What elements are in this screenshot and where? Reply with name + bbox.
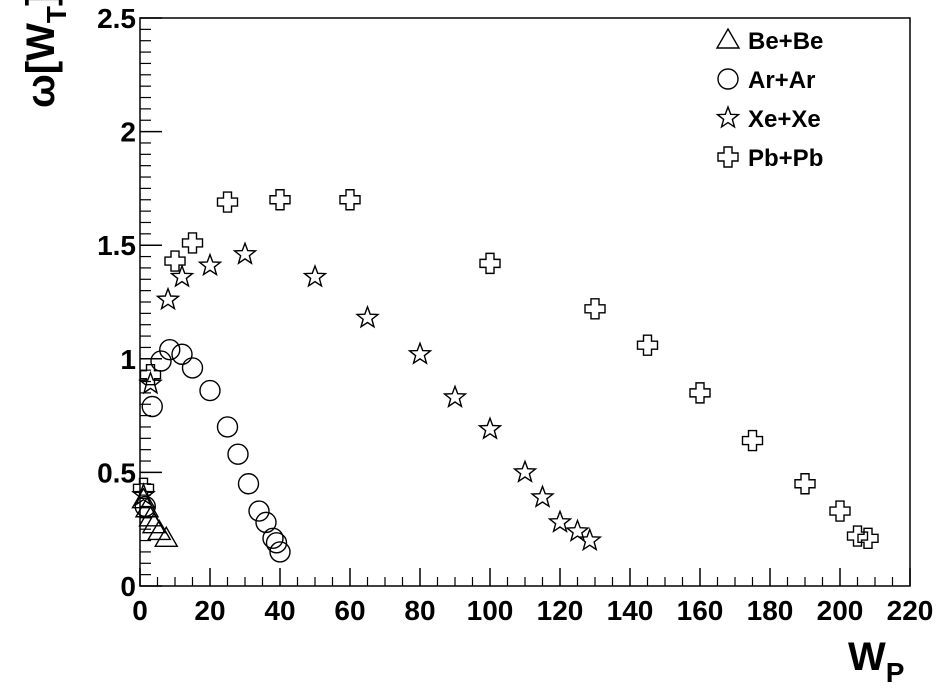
data-point <box>154 525 179 547</box>
data-point <box>171 343 193 365</box>
legend-label: Pb+Pb <box>748 145 823 172</box>
data-point <box>794 473 816 495</box>
data-point <box>134 495 156 518</box>
data-point <box>339 189 361 211</box>
legend-item: Ar+Ar <box>717 67 815 94</box>
data-point <box>141 395 163 418</box>
legend-item: Be+Be <box>715 27 823 55</box>
data-point <box>442 384 468 408</box>
data-point <box>141 512 167 534</box>
plot-frame <box>139 17 911 587</box>
legend-item: Pb+Pb <box>717 145 823 172</box>
data-point <box>584 298 606 320</box>
data-point <box>255 511 277 534</box>
series-ar-ar <box>134 339 291 563</box>
data-point <box>477 416 503 440</box>
data-point <box>164 250 186 272</box>
x-tick-label: 0 <box>132 595 148 626</box>
data-point <box>139 364 162 386</box>
x-axis-title-main: W <box>848 635 886 679</box>
x-tick-label: 80 <box>404 595 435 626</box>
data-point <box>197 252 223 277</box>
data-point <box>512 459 538 483</box>
data-point <box>565 518 590 542</box>
data-points <box>131 189 879 563</box>
data-point <box>269 541 291 563</box>
data-point <box>530 484 555 508</box>
data-point <box>248 500 270 522</box>
data-point <box>846 525 869 547</box>
x-tick-label: 160 <box>677 595 724 626</box>
legend-marker-star-icon <box>715 104 741 129</box>
x-tick-label: 220 <box>887 595 934 626</box>
data-point <box>577 527 603 552</box>
y-tick-label: 0 <box>120 571 136 602</box>
data-point <box>216 416 239 438</box>
legend-label: Be+Be <box>748 28 823 55</box>
x-axis-title-sub: P <box>886 657 905 688</box>
y-tick-label: 2 <box>120 117 136 148</box>
data-point <box>355 304 380 329</box>
data-point <box>232 241 258 265</box>
series-pb-pb <box>132 189 879 549</box>
legend: Be+Be Ar+Ar Xe+Xe Pb+Pb <box>715 27 823 172</box>
y-axis-title-suffix: ] <box>19 0 63 6</box>
x-tick-label: 60 <box>334 595 365 626</box>
data-point <box>159 339 181 361</box>
data-point <box>181 232 204 254</box>
data-point <box>265 532 288 554</box>
y-tick-label: 1.5 <box>97 230 136 261</box>
y-tick-label: 0.5 <box>97 457 136 488</box>
data-point <box>181 357 204 379</box>
data-point <box>269 189 291 211</box>
legend-marker-triangle-icon <box>715 27 741 49</box>
y-axis-title-prefix: ω[W <box>19 23 63 108</box>
legend-label: Ar+Ar <box>748 67 815 94</box>
x-tick-label: 200 <box>817 595 864 626</box>
x-axis-title: WP <box>848 635 904 688</box>
data-point <box>138 370 163 395</box>
x-tick-label: 180 <box>747 595 794 626</box>
data-point <box>689 382 711 404</box>
series-xe-xe <box>131 241 603 552</box>
data-point <box>407 341 433 365</box>
data-point <box>155 286 181 311</box>
data-point <box>199 379 221 402</box>
legend-item: Xe+Xe <box>715 104 821 133</box>
x-tick-label: 100 <box>467 595 514 626</box>
x-tick-label: 40 <box>264 595 295 626</box>
data-point <box>262 527 284 549</box>
data-point <box>227 443 249 465</box>
y-axis-title-sub: T <box>41 6 72 23</box>
y-tick-label: 1 <box>120 344 136 375</box>
data-point <box>829 500 851 522</box>
data-point <box>547 509 573 533</box>
y-tick-label: 2.5 <box>97 3 136 34</box>
data-point <box>741 429 764 452</box>
x-tick-label: 20 <box>194 595 225 626</box>
x-tick-label: 120 <box>537 595 584 626</box>
data-point <box>237 473 260 495</box>
axis-ticks <box>139 17 911 587</box>
data-point <box>216 191 239 213</box>
legend-marker-cross-icon <box>717 146 739 168</box>
data-point <box>479 252 501 275</box>
plot-border <box>139 17 911 587</box>
y-axis-title: ω[WT] <box>19 0 72 108</box>
y-tick-labels: 0 0.5 1 1.5 2 2.5 <box>97 3 136 602</box>
data-point <box>169 263 195 288</box>
x-tick-label: 140 <box>607 595 654 626</box>
data-point <box>857 527 879 549</box>
data-point <box>132 477 155 499</box>
legend-marker-circle-icon <box>717 68 739 90</box>
data-point <box>302 263 328 288</box>
data-point <box>636 334 659 356</box>
legend-label: Xe+Xe <box>748 106 821 133</box>
x-tick-labels: 0 20 40 60 80 100 120 140 160 180 200 220 <box>132 595 933 626</box>
